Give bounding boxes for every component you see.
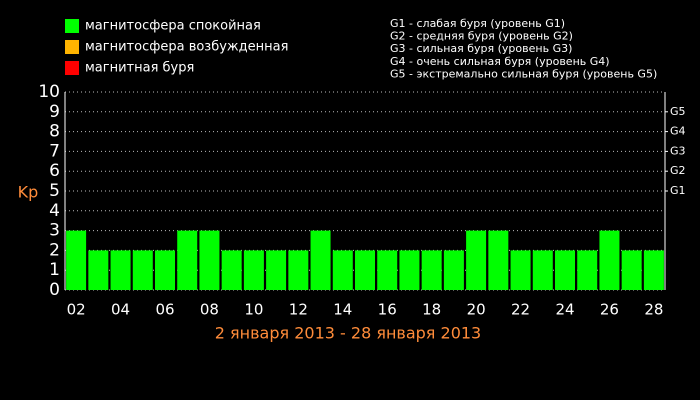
bar [355,250,375,290]
y-tick-label: 9 [49,102,60,122]
bar [488,230,509,290]
x-tick-label: 18 [422,301,441,319]
y-tick-label: 8 [49,122,60,142]
y2-tick-label: G1 [670,184,686,197]
x-tick-label: 10 [244,301,263,319]
bar [621,250,642,290]
y-tick-label: 4 [49,201,60,221]
bar [332,250,353,290]
y-tick-label: 6 [49,161,60,181]
y-tick-label: 0 [49,280,60,300]
bar [555,250,575,290]
legend-label: магнитная буря [85,61,194,76]
legend-label: магнитосфера спокойная [85,19,261,34]
bar [599,230,620,290]
y-axis-label: Kp [18,183,39,202]
scale-note: G2 - средняя буря (уровень G2) [390,30,573,43]
x-tick-label: 06 [155,301,174,319]
bar [399,250,420,290]
x-tick-label: 04 [111,301,130,319]
bar [377,250,398,290]
y-tick-label: 7 [49,141,60,161]
x-tick-label: 16 [378,301,397,319]
x-tick-label: 02 [67,301,86,319]
bar [243,250,264,290]
legend-swatch [65,61,79,75]
x-tick-label: 28 [644,301,663,319]
scale-note: G3 - сильная буря (уровень G3) [390,42,572,55]
x-tick-label: 14 [333,301,352,319]
x-tick-label: 12 [289,301,308,319]
y2-tick-label: G2 [670,164,686,177]
bar [310,230,331,290]
bar [443,250,464,290]
bar [643,250,664,290]
x-tick-label: 22 [511,301,530,319]
bar [510,250,531,290]
bar [421,250,442,290]
x-tick-label: 26 [600,301,619,319]
legend-swatch [65,40,79,54]
bar [577,250,598,290]
legend-label: магнитосфера возбужденная [85,40,288,55]
y-tick-label: 3 [49,221,60,241]
x-tick-label: 24 [555,301,574,319]
x-tick-label: 20 [467,301,486,319]
y-tick-label: 10 [38,82,60,102]
scale-note: G1 - слабая буря (уровень G1) [390,17,565,30]
bar [266,250,287,290]
y-tick-label: 2 [49,240,60,260]
legend-swatch [65,19,79,33]
y2-tick-label: G4 [670,125,686,138]
bar [88,250,109,290]
bar [132,250,153,290]
bar [66,230,87,290]
bar [177,230,198,290]
scale-note: G4 - очень сильная буря (уровень G4) [390,55,610,68]
bar [288,250,309,290]
date-range: 2 января 2013 - 28 января 2013 [215,324,481,343]
bar [155,250,175,290]
y2-tick-label: G3 [670,144,686,157]
y2-tick-label: G5 [670,105,686,118]
bar [221,250,242,290]
bar [532,250,553,290]
bar [466,230,487,290]
y-tick-label: 1 [49,260,60,280]
bar [110,250,131,290]
scale-note: G5 - экстремально сильная буря (уровень … [390,67,657,80]
y-tick-label: 5 [49,181,60,201]
bar [199,230,220,290]
x-tick-label: 08 [200,301,219,319]
